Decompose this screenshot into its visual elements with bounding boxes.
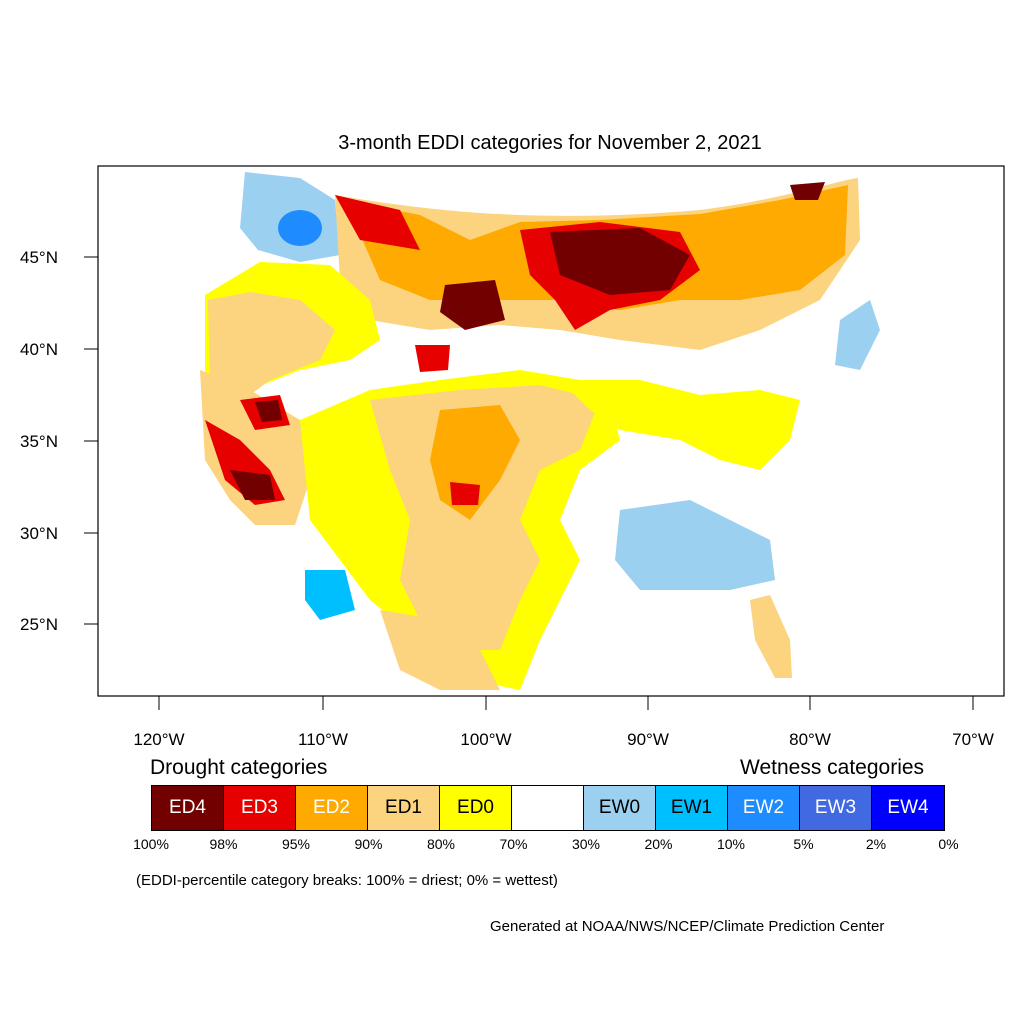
break-label: 0% xyxy=(938,836,959,852)
wet-area-southeast xyxy=(615,500,775,590)
drought-ed3-co xyxy=(415,345,450,372)
legend-swatch-ed1: ED1 xyxy=(368,786,440,830)
drought-ed4-mn xyxy=(550,228,690,295)
longitude-axis: 120°W 110°W 100°W 90°W 80°W 70°W xyxy=(133,696,994,749)
drought-ed4-dakota xyxy=(440,280,505,330)
drought-ed1-west xyxy=(208,292,335,410)
legend-swatch-ew3: EW3 xyxy=(800,786,872,830)
category-note: (EDDI-percentile category breaks: 100% =… xyxy=(136,872,558,889)
lat-label-30: 30°N xyxy=(20,524,58,543)
break-label: 5% xyxy=(793,836,814,852)
drought-ed1-south xyxy=(370,385,600,650)
lat-label-25: 25°N xyxy=(20,615,58,634)
lon-label-110w: 110°W xyxy=(298,730,348,749)
drought-ed4-ne-corner xyxy=(790,182,825,200)
lat-label-40: 40°N xyxy=(20,340,58,359)
legend-swatch-ew0: EW0 xyxy=(584,786,656,830)
category-legend: ED4 ED3 ED2 ED1 ED0 EW0 EW1 EW2 EW3 EW4 xyxy=(151,785,945,831)
break-label: 20% xyxy=(644,836,673,852)
break-label: 90% xyxy=(354,836,383,852)
legend-swatch-normal xyxy=(512,786,584,830)
break-label: 10% xyxy=(716,836,746,852)
lon-label-80w: 80°W xyxy=(789,730,831,749)
drought-ed4-ca xyxy=(230,470,275,500)
break-label: 95% xyxy=(281,836,311,852)
wet-area-new-england xyxy=(835,300,880,370)
legend-swatch-ed4: ED4 xyxy=(152,786,224,830)
drought-ed0-midwest xyxy=(560,380,800,470)
drought-ed3-north xyxy=(335,195,420,250)
break-label: 2% xyxy=(865,836,887,852)
wet-area-pnw-core xyxy=(278,210,322,246)
lon-label-120w: 120°W xyxy=(133,730,184,749)
drought-ed1-ca xyxy=(200,370,310,525)
drought-ed3-ok xyxy=(450,482,480,505)
break-label: 100% xyxy=(133,836,169,852)
map-fill-layer xyxy=(198,170,880,696)
break-label: 70% xyxy=(499,836,528,852)
legend-swatch-ed2: ED2 xyxy=(296,786,368,830)
drought-heading: Drought categories xyxy=(150,756,328,779)
drought-ed4-nv xyxy=(255,400,282,422)
lon-label-100w: 100°W xyxy=(460,730,511,749)
map-frame xyxy=(97,165,1005,697)
lat-label-35: 35°N xyxy=(20,432,58,451)
lon-label-70w: 70°W xyxy=(952,730,994,749)
lat-label-45: 45°N xyxy=(20,248,58,267)
legend-swatch-ed3: ED3 xyxy=(224,786,296,830)
legend-swatch-ed0: ED0 xyxy=(440,786,512,830)
drought-ed1-tx-south xyxy=(380,610,500,690)
legend-swatch-ew4: EW4 xyxy=(872,786,944,830)
break-label: 80% xyxy=(426,836,456,852)
wetness-heading: Wetness categories xyxy=(740,756,925,779)
lon-label-90w: 90°W xyxy=(627,730,669,749)
wet-area-sw xyxy=(305,570,355,620)
map-title: 3-month EDDI categories for November 2, … xyxy=(338,132,762,154)
drought-ed1-florida xyxy=(750,595,792,678)
break-label: 98% xyxy=(209,836,238,852)
legend-swatch-ew1: EW1 xyxy=(656,786,728,830)
latitude-axis: 45°N 40°N 35°N 30°N 25°N xyxy=(20,248,98,634)
credit-line: Generated at NOAA/NWS/NCEP/Climate Predi… xyxy=(490,918,885,935)
break-label: 30% xyxy=(571,836,601,852)
legend-swatch-ew2: EW2 xyxy=(728,786,800,830)
